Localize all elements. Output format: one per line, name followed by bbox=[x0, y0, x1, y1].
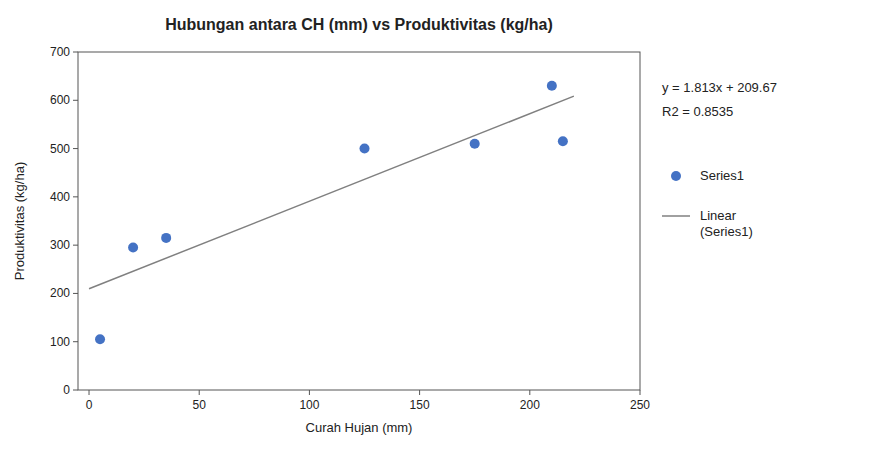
title: Hubungan antara CH (mm) vs Produktivitas… bbox=[165, 16, 553, 33]
x-tick bbox=[419, 390, 420, 395]
x-tick-label: 200 bbox=[520, 398, 540, 412]
x-axis-label: Curah Hujan (mm) bbox=[306, 420, 413, 435]
chart-svg: Hubungan antara CH (mm) vs Produktivitas… bbox=[0, 0, 876, 454]
y-tick bbox=[73, 390, 78, 391]
y-tick bbox=[73, 245, 78, 246]
y-tick-label: 300 bbox=[50, 238, 70, 252]
x-tick bbox=[89, 390, 90, 395]
x-tick bbox=[199, 390, 200, 395]
y-tick bbox=[73, 293, 78, 294]
y-tick-label: 100 bbox=[50, 335, 70, 349]
y-tick bbox=[73, 52, 78, 53]
y-tick-label: 500 bbox=[50, 142, 70, 156]
y-tick bbox=[73, 341, 78, 342]
y-tick-label: 400 bbox=[50, 190, 70, 204]
x-tick-label: 250 bbox=[630, 398, 650, 412]
regression-line bbox=[89, 96, 574, 289]
y-tick bbox=[73, 100, 78, 101]
x-tick-label: 50 bbox=[193, 398, 207, 412]
y-tick-label: 0 bbox=[63, 383, 70, 397]
scatter-point bbox=[547, 81, 557, 91]
plot-area bbox=[89, 81, 574, 345]
x-tick bbox=[640, 390, 641, 395]
scatter-point bbox=[360, 144, 370, 154]
y-tick-label: 200 bbox=[50, 286, 70, 300]
x-tick-label: 150 bbox=[410, 398, 430, 412]
plot-frame bbox=[78, 52, 640, 390]
x-tick bbox=[529, 390, 530, 395]
legend-entry: Series1 bbox=[700, 168, 744, 183]
legend-swatch bbox=[662, 215, 690, 217]
scatter-point bbox=[95, 334, 105, 344]
scatter-point bbox=[161, 233, 171, 243]
x-tick-label: 100 bbox=[299, 398, 319, 412]
scatter-point bbox=[128, 243, 138, 253]
y-tick-label: 600 bbox=[50, 93, 70, 107]
y-tick bbox=[73, 196, 78, 197]
y-tick bbox=[73, 148, 78, 149]
scatter-point bbox=[558, 136, 568, 146]
chart-container: Hubungan antara CH (mm) vs Produktivitas… bbox=[0, 0, 876, 454]
legend-swatch bbox=[671, 171, 681, 181]
x-tick-label: 0 bbox=[86, 398, 93, 412]
y-axis-label: Produktivitas (kg/ha) bbox=[12, 162, 27, 281]
y-tick-label: 700 bbox=[50, 45, 70, 59]
annotation: R2 = 0.8535 bbox=[662, 104, 733, 119]
legend-entry: Linear(Series1) bbox=[700, 208, 753, 239]
annotation: y = 1.813x + 209.67 bbox=[662, 80, 777, 95]
x-tick bbox=[309, 390, 310, 395]
scatter-point bbox=[470, 139, 480, 149]
